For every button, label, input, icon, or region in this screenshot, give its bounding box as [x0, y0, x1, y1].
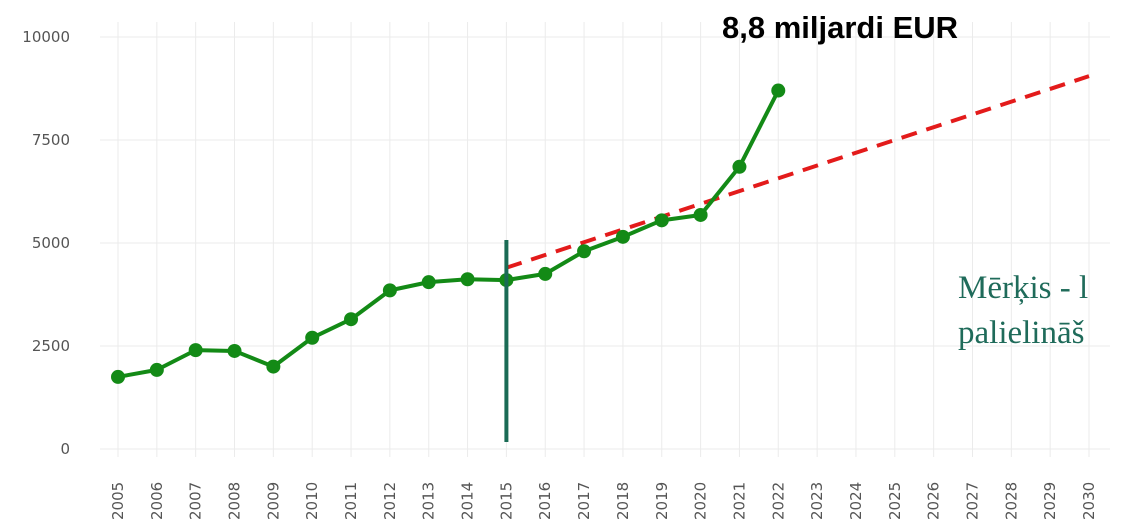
data-point [382, 283, 397, 298]
y-axis: 0 2500 5000 7500 10000 [22, 28, 70, 458]
x-tick-label: 2025 [886, 482, 904, 520]
data-point [188, 343, 203, 358]
data-point [732, 159, 747, 174]
headline-annotation: 8,8 miljardi EUR [722, 10, 959, 45]
x-tick-label: 2006 [148, 482, 166, 520]
grid [100, 22, 1110, 457]
data-point [344, 312, 359, 327]
x-tick-label: 2019 [653, 482, 671, 520]
x-tick-label: 2008 [226, 482, 244, 520]
y-tick-label: 2500 [32, 337, 70, 355]
x-tick-label: 2030 [1080, 482, 1098, 520]
x-tick-label: 2016 [536, 482, 554, 520]
x-tick-label: 2015 [497, 482, 515, 520]
x-tick-label: 2018 [614, 482, 632, 520]
y-tick-label: 7500 [32, 131, 70, 149]
goal-line-1: Mērķis - l [958, 270, 1089, 306]
data-point [654, 213, 669, 228]
x-tick-label: 2009 [264, 482, 282, 520]
y-tick-label: 10000 [22, 28, 70, 46]
x-tick-label: 2026 [925, 482, 943, 520]
x-tick-label: 2013 [420, 482, 438, 520]
data-point [111, 369, 125, 384]
x-tick-label: 2021 [730, 482, 748, 520]
data-point [149, 362, 164, 377]
goal-annotation: Mērķis - l palielināš [958, 266, 1129, 356]
x-tick-label: 2029 [1041, 482, 1059, 520]
data-point [266, 359, 281, 374]
target-trend-line [505, 74, 1090, 270]
data-point [693, 207, 708, 222]
x-tick-label: 2024 [847, 482, 865, 520]
x-tick-label: 2011 [342, 482, 360, 520]
series-layer [111, 74, 1090, 442]
actual-line [117, 89, 781, 379]
x-axis: 2005 2006 2007 2008 2009 2010 2011 2012 2013 2014… [109, 482, 1098, 520]
data-point [305, 330, 320, 345]
data-point [538, 266, 553, 281]
x-tick-label: 2017 [575, 482, 593, 520]
data-point [460, 272, 475, 287]
x-tick-label: 2007 [187, 482, 205, 520]
y-tick-label: 0 [60, 440, 70, 458]
x-tick-label: 2027 [963, 482, 981, 520]
data-point [577, 244, 592, 259]
x-tick-label: 2012 [381, 482, 399, 520]
x-tick-label: 2005 [109, 482, 127, 520]
data-point [421, 275, 436, 290]
data-point [771, 83, 786, 98]
x-tick-label: 2028 [1002, 482, 1020, 520]
x-tick-label: 2023 [808, 482, 826, 520]
x-tick-label: 2022 [769, 482, 787, 520]
y-tick-label: 5000 [32, 234, 70, 252]
data-point [615, 229, 630, 244]
x-tick-label: 2010 [303, 482, 321, 520]
data-point [227, 343, 242, 358]
x-tick-label: 2014 [459, 482, 477, 520]
x-tick-label: 2020 [692, 482, 710, 520]
goal-line-2: palielināš [958, 315, 1085, 351]
